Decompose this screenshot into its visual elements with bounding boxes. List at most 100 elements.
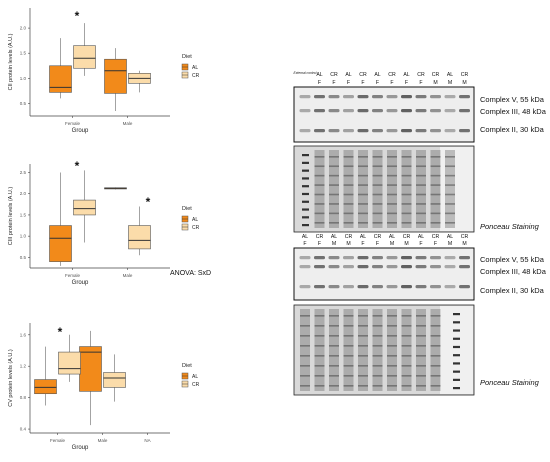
- lane-smear: [314, 309, 325, 391]
- band: [299, 265, 311, 269]
- x-tick-label: Female: [50, 438, 66, 443]
- legend-label: AL: [192, 217, 198, 223]
- lane-label-top-row1: CR: [359, 72, 367, 78]
- significance-star: *: [58, 325, 63, 339]
- smear-band: [430, 365, 441, 367]
- smear-band: [401, 375, 412, 377]
- smear-band: [358, 165, 368, 168]
- box-al-male: [104, 48, 127, 111]
- smear-band: [343, 365, 354, 367]
- lane-label-bottom-row2: F: [361, 241, 364, 247]
- smear-band: [387, 222, 397, 224]
- smear-band: [445, 184, 455, 186]
- smear-band: [358, 174, 368, 177]
- ladder-band: [453, 387, 460, 390]
- lane-label-bottom-row2: M: [332, 241, 336, 247]
- smear-band: [372, 375, 383, 377]
- band: [386, 285, 398, 289]
- band: [372, 95, 383, 99]
- ladder-band: [453, 313, 460, 316]
- band: [430, 95, 441, 99]
- significance-star: *: [75, 159, 80, 173]
- smear-band: [401, 174, 412, 177]
- smear-band: [445, 165, 455, 168]
- legend-label: CR: [192, 225, 200, 231]
- western-blot-figure: External control AL CR AL CR AL CR AL CR CR AL CR F F…: [290, 0, 550, 457]
- smear-band: [430, 203, 441, 205]
- lane-smear: [314, 150, 325, 228]
- box-al-female: [49, 38, 72, 99]
- smear-band: [387, 355, 397, 357]
- lane-label-top-row2: F: [332, 80, 335, 86]
- lane-smear: [300, 309, 310, 391]
- smear-band: [358, 355, 368, 357]
- band: [343, 95, 354, 99]
- band: [459, 265, 470, 269]
- band: [299, 95, 311, 99]
- band: [401, 95, 412, 99]
- smear-band: [416, 355, 426, 357]
- lane-label-bottom-row2: M: [346, 241, 350, 247]
- x-axis-label: Group: [72, 445, 89, 451]
- lane-label-top-row1: AL: [316, 72, 322, 78]
- band-label-bottom: Complex V, 55 kDa: [480, 255, 545, 264]
- lane-label-top-row1: External control: [294, 71, 317, 75]
- smear-band: [372, 203, 383, 205]
- lane-smear: [401, 309, 412, 391]
- smear-band: [358, 156, 368, 158]
- smear-band: [372, 365, 383, 367]
- lane-smear: [416, 309, 426, 391]
- x-tick-label: Male: [123, 121, 133, 126]
- ladder-band: [302, 216, 309, 219]
- lane-label-top-row1: AL: [403, 72, 409, 78]
- smear-band: [401, 212, 412, 215]
- smear-band: [416, 345, 426, 347]
- lane-label-bottom-row2: F: [419, 241, 422, 247]
- band: [357, 256, 369, 260]
- smear-band: [401, 335, 412, 337]
- lane-label-bottom-row2: M: [390, 241, 394, 247]
- smear-band: [358, 193, 368, 196]
- smear-band: [314, 345, 325, 347]
- lane-label-bottom-row1: AL: [302, 234, 308, 240]
- ladder-band: [453, 378, 460, 381]
- smear-band: [329, 203, 339, 205]
- smear-band: [401, 165, 412, 168]
- band: [314, 129, 325, 133]
- smear-band: [372, 212, 383, 215]
- band: [415, 95, 427, 99]
- box-cr-male: [128, 70, 151, 93]
- smear-band: [329, 193, 339, 196]
- band: [401, 265, 412, 269]
- smear-band: [430, 345, 441, 347]
- band: [430, 129, 441, 133]
- smear-band: [416, 385, 426, 387]
- band: [459, 95, 470, 99]
- smear-band: [314, 193, 325, 196]
- smear-band: [430, 375, 441, 377]
- smear-band: [372, 315, 383, 317]
- band-label-bottom: Complex III, 48 kDa: [480, 267, 547, 276]
- lane-label-bottom-row1: CR: [374, 234, 382, 240]
- band: [444, 285, 456, 289]
- smear-band: [416, 222, 426, 224]
- box-al-female: [34, 346, 57, 406]
- box-cr-female: [73, 170, 96, 243]
- smear-band: [416, 156, 426, 158]
- smear-band: [416, 203, 426, 205]
- smear-band: [329, 335, 339, 337]
- band: [372, 265, 383, 269]
- smear-band: [314, 335, 325, 337]
- band: [343, 129, 354, 133]
- ladder-band: [302, 185, 309, 188]
- smear-band: [445, 222, 455, 224]
- smear-band: [314, 315, 325, 317]
- box-al-male: [104, 187, 127, 190]
- band: [343, 109, 354, 113]
- smear-band: [387, 184, 397, 186]
- smear-band: [314, 203, 325, 205]
- band: [357, 109, 369, 113]
- lane-smear: [372, 309, 383, 391]
